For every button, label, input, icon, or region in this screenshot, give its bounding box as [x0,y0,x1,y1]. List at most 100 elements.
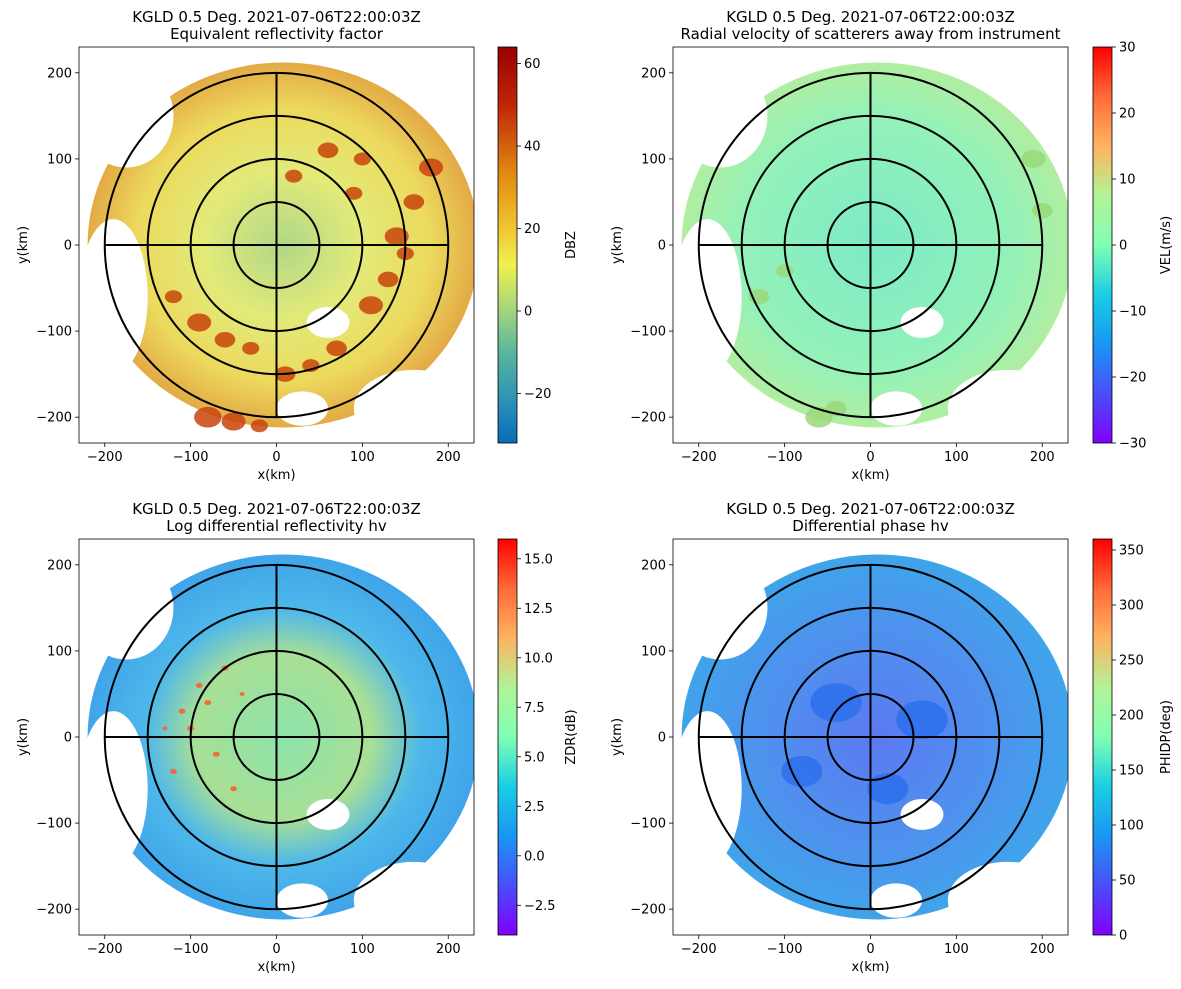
x-tick-label: 200 [436,450,461,465]
x-tick-label: 200 [1030,942,1055,957]
y-tick-label: −200 [630,903,666,918]
storm-cell [204,699,212,706]
colorbar-tick-label: 100 [1119,819,1144,834]
y-tick-label: −100 [36,817,72,832]
colorbar-tick-label: 15.0 [524,552,553,567]
storm-cell [170,768,177,775]
storm-cell [358,296,383,315]
radar-panel-3: −200 −100 0 100 200 −200 −100 0 100 200 x(km) y(km)… [16,500,579,975]
colorbar-label: VEL(m/s) [1159,216,1174,274]
y-tick-label: −100 [630,325,666,340]
colorbar-tick-label: 7.5 [524,701,545,716]
storm-cell [353,152,371,166]
y-axis-label: y(km) [610,226,625,264]
x-axis-label: x(km) [257,468,295,483]
x-tick-label: 0 [866,942,874,957]
colorbar-tick-label: 10.0 [524,651,553,666]
storm-cell [187,313,212,332]
storm-cell [781,755,823,787]
x-tick-label: −100 [767,450,803,465]
chart-title-line2: Differential phase hv [792,517,949,535]
x-tick-label: −200 [87,942,123,957]
chart-title-line1: KGLD 0.5 Deg. 2021-07-06T22:00:03Z [132,500,421,518]
storm-cell [896,700,948,740]
y-tick-label: 100 [641,152,666,167]
no-echo-region [306,798,350,830]
y-tick-label: 0 [64,731,72,746]
storm-cell [377,271,399,288]
colorbar-tick-label: 300 [1119,599,1144,614]
x-axis-label: x(km) [851,468,889,483]
colorbar-tick-label: 5.0 [524,750,545,765]
x-tick-label: −200 [87,450,123,465]
radar-data-field [673,62,1068,443]
x-tick-label: −200 [681,942,717,957]
x-tick-label: 100 [350,450,375,465]
no-echo-region [79,64,174,168]
storm-cell [419,158,444,177]
storm-cell [384,227,409,246]
x-tick-label: 100 [350,942,375,957]
radar-panel-4: −200 −100 0 100 200 −200 −100 0 100 200 x(km) y(km)… [610,500,1174,975]
y-tick-label: −200 [36,411,72,426]
storm-cell [326,340,347,357]
no-echo-region [900,798,944,830]
x-tick-label: 200 [436,942,461,957]
no-echo-region [870,883,923,918]
y-tick-label: 200 [47,558,72,573]
y-axis-label: y(km) [16,718,31,756]
chart-title-line1: KGLD 0.5 Deg. 2021-07-06T22:00:03Z [726,500,1015,518]
colorbar-tick-label: 350 [1119,544,1144,559]
storm-cell [221,412,246,431]
no-echo-region [353,861,474,935]
no-echo-region [79,556,174,660]
chart-title-line1: KGLD 0.5 Deg. 2021-07-06T22:00:03Z [132,8,421,26]
x-tick-label: −100 [173,942,209,957]
no-echo-region [947,861,1068,935]
colorbar [1092,538,1113,936]
colorbar-tick-label: 0 [1119,239,1127,254]
y-tick-label: −200 [36,903,72,918]
y-axis-label: y(km) [610,718,625,756]
storm-cell [1031,202,1053,219]
colorbar-tick-label: 200 [1119,709,1144,724]
colorbar-tick-label: 0.0 [524,849,545,864]
colorbar-tick-label: 40 [524,140,541,155]
radar-panel-2: −200 −100 0 100 200−200−1000100200x(km)y(km)… [610,8,1174,483]
storm-cell [214,331,236,348]
colorbar-tick-label: 50 [1119,874,1136,889]
chart-title-line2: Radial velocity of scatterers away from … [680,25,1060,43]
x-tick-label: 200 [1030,450,1055,465]
radar-data-field [673,554,1068,935]
colorbar-tick-label: 20 [1119,107,1136,122]
colorbar-tick-label: 0 [1119,929,1127,944]
colorbar-tick-label: 10 [1119,173,1136,188]
y-tick-label: 200 [641,558,666,573]
y-tick-label: 200 [47,66,72,81]
no-echo-region [276,883,329,918]
colorbar-tick-label: 2.5 [524,800,545,815]
no-echo-region [947,369,1068,443]
colorbar-tick-label: −20 [524,387,551,402]
colorbar-tick-label: 250 [1119,654,1144,669]
storm-cell [867,773,909,805]
no-echo-region [276,391,329,426]
colorbar-tick-label: −2.5 [524,899,556,914]
radar-panel-1: −200 −100 0 100 200−200−1000100200x(km)y(km)… [16,8,579,483]
storm-cell [285,169,303,183]
radar-data-field [79,62,474,443]
colorbar-tick-label: 30 [1119,41,1136,56]
y-tick-label: 100 [47,152,72,167]
x-axis-label: x(km) [257,960,295,975]
colorbar-label: DBZ [564,231,579,259]
chart-title-line2: Log differential reflectivity hv [166,517,387,535]
y-tick-label: −100 [630,817,666,832]
y-axis-label: y(km) [16,226,31,264]
storm-cell [178,708,186,714]
x-tick-label: −200 [681,450,717,465]
storm-cell [250,419,268,433]
storm-cell [195,682,203,688]
storm-cell [194,406,222,428]
y-tick-label: 100 [47,644,72,659]
